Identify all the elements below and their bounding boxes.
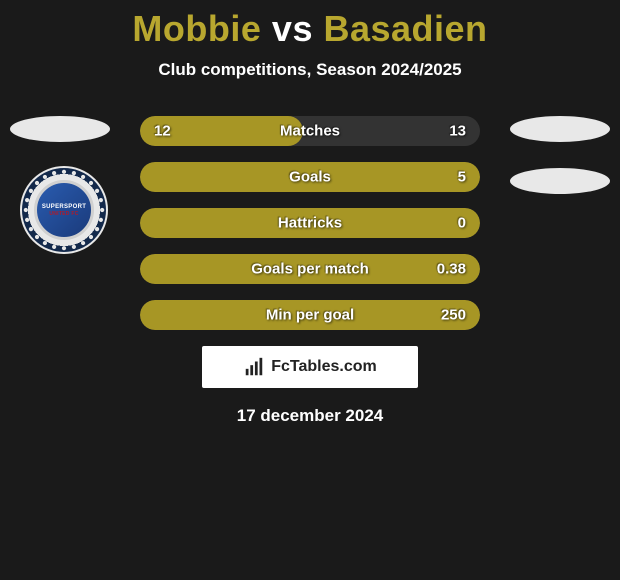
player2-placeholder-oval-2	[510, 168, 610, 194]
stat-right-value: 0.38	[437, 261, 466, 278]
stat-row: Goals per match 0.38	[140, 254, 480, 284]
stat-right-value: 13	[449, 123, 466, 140]
title-player1: Mobbie	[132, 8, 261, 49]
date: 17 december 2024	[0, 406, 620, 426]
badge-text-top: SUPERSPORT	[42, 204, 86, 210]
stat-row: Min per goal 250	[140, 300, 480, 330]
stat-label: Goals per match	[251, 261, 369, 278]
stat-label: Min per goal	[266, 307, 354, 324]
title-player2: Basadien	[323, 8, 487, 49]
stat-right-value: 5	[458, 169, 466, 186]
stat-label: Hattricks	[278, 215, 342, 232]
stat-right-value: 0	[458, 215, 466, 232]
badge-text-bottom: UNITED FC	[49, 211, 78, 217]
page-title: Mobbie vs Basadien	[0, 0, 620, 50]
stat-label: Matches	[280, 123, 340, 140]
player2-placeholder-oval-1	[510, 116, 610, 142]
subtitle: Club competitions, Season 2024/2025	[0, 60, 620, 80]
stat-row: 12 Matches 13	[140, 116, 480, 146]
stat-row: Goals 5	[140, 162, 480, 192]
bar-chart-icon	[243, 356, 265, 378]
title-vs: vs	[272, 8, 313, 49]
stat-right-value: 250	[441, 307, 466, 324]
stat-label: Goals	[289, 169, 331, 186]
stats-bars: 12 Matches 13 Goals 5 Hattricks 0 Goals per mat…	[140, 116, 480, 330]
watermark: FcTables.com	[202, 346, 418, 388]
player1-placeholder-oval	[10, 116, 110, 142]
club-badge: SUPERSPORT UNITED FC	[20, 166, 108, 254]
stat-row: Hattricks 0	[140, 208, 480, 238]
badge-center: SUPERSPORT UNITED FC	[34, 180, 94, 240]
stat-left-value: 12	[154, 123, 171, 140]
watermark-text: FcTables.com	[271, 358, 377, 376]
comparison-content: SUPERSPORT UNITED FC 12 Matches 13 Goals 5 Ha…	[0, 116, 620, 426]
